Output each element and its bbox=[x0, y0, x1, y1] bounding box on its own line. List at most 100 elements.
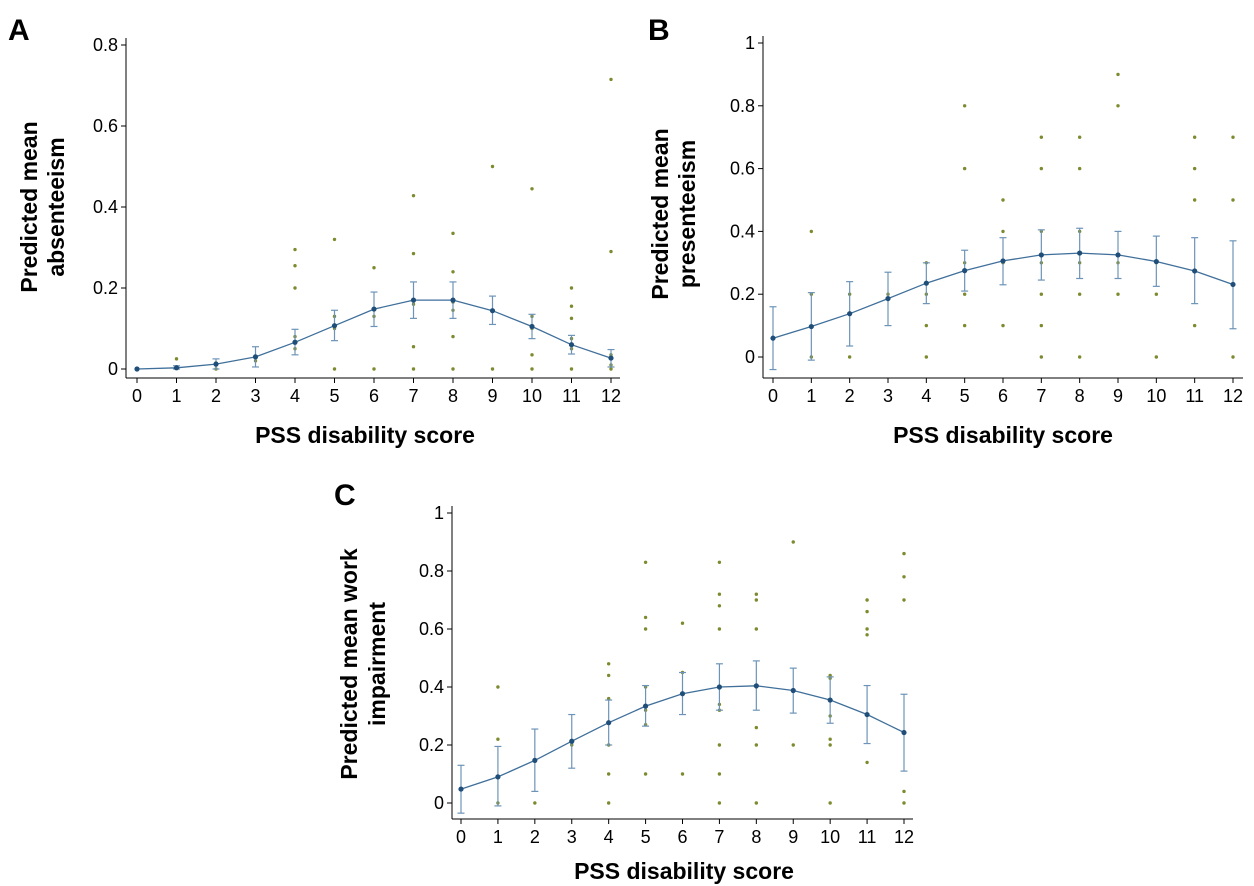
observed-point bbox=[451, 367, 455, 371]
observed-point bbox=[496, 737, 500, 741]
x-tick-label: 4 bbox=[921, 386, 931, 406]
observed-point bbox=[1077, 166, 1082, 171]
observed-point bbox=[1192, 166, 1197, 171]
predicted-marker bbox=[770, 335, 776, 341]
predicted-marker bbox=[450, 297, 456, 303]
plot-area: 00.20.40.60.810 1 2 3 4 5 6 7 8 9 10 11 12 bbox=[419, 503, 914, 847]
observed-point bbox=[569, 316, 574, 321]
x-tick-label: 1 bbox=[493, 827, 503, 847]
predicted-marker bbox=[1153, 258, 1159, 265]
observed-point bbox=[962, 104, 967, 108]
predicted-marker bbox=[134, 366, 140, 372]
observed-point bbox=[606, 772, 611, 776]
observed-point bbox=[1231, 198, 1235, 202]
observed-point bbox=[902, 789, 906, 794]
predicted-marker bbox=[371, 306, 377, 312]
predicted-marker bbox=[532, 757, 538, 763]
observed-point bbox=[1154, 292, 1159, 296]
observed-point bbox=[530, 353, 534, 357]
observed-point bbox=[606, 696, 611, 701]
observed-point bbox=[1231, 135, 1235, 139]
y-axis-title-line-1: Predicted mean work bbox=[336, 548, 362, 780]
observed-point bbox=[609, 77, 613, 82]
predicted-marker bbox=[173, 365, 180, 371]
observed-point bbox=[609, 367, 613, 371]
observed-point bbox=[1192, 198, 1197, 202]
predicted-marker bbox=[489, 308, 496, 314]
predicted-marker bbox=[753, 683, 759, 689]
observed-point bbox=[293, 286, 297, 290]
x-axis-title: PSS disability score bbox=[574, 858, 794, 884]
observed-point bbox=[411, 193, 416, 198]
x-tick-label: 5 bbox=[960, 386, 970, 406]
observed-point bbox=[828, 801, 832, 805]
panel-c: C PSS disability score Predicted mean wo… bbox=[334, 479, 914, 884]
observed-point bbox=[496, 685, 500, 689]
observed-point bbox=[717, 592, 722, 596]
observed-point bbox=[1001, 323, 1005, 328]
observed-point bbox=[332, 367, 337, 371]
predicted-marker bbox=[827, 697, 833, 703]
x-tick-label: 2 bbox=[845, 386, 855, 406]
observed-point bbox=[609, 249, 613, 254]
observed-point bbox=[1039, 323, 1044, 328]
observed-point bbox=[717, 743, 722, 747]
observed-point bbox=[865, 609, 869, 614]
observed-point bbox=[1039, 292, 1044, 296]
observed-point bbox=[791, 743, 795, 747]
panel-letter-b: B bbox=[648, 14, 670, 47]
y-tick-label: 0.4 bbox=[419, 677, 444, 697]
y-tick-label: 0.2 bbox=[93, 278, 118, 298]
observed-point bbox=[643, 627, 648, 631]
y-tick-label: 0 bbox=[434, 793, 444, 813]
observed-point bbox=[828, 737, 832, 741]
observed-point bbox=[865, 633, 869, 637]
observed-point bbox=[1077, 135, 1082, 139]
plot-area: 00.20.40.60.810 1 2 3 4 5 6 7 8 9 10 11 12 bbox=[730, 33, 1243, 406]
predicted-marker bbox=[458, 786, 464, 792]
x-tick-label: 9 bbox=[487, 386, 497, 406]
x-tick-label: 2 bbox=[211, 386, 221, 406]
predicted-marker bbox=[808, 323, 814, 330]
observed-point bbox=[754, 592, 759, 596]
x-tick-label: 8 bbox=[448, 386, 458, 406]
observed-point bbox=[791, 540, 795, 544]
y-tick-label: 1 bbox=[434, 503, 444, 523]
observed-point bbox=[754, 801, 759, 805]
observed-point bbox=[372, 266, 376, 270]
observed-point bbox=[754, 743, 759, 747]
x-tick-label: 7 bbox=[714, 827, 724, 847]
x-tick-label: 4 bbox=[290, 386, 300, 406]
y-tick-label: 0.6 bbox=[419, 619, 444, 639]
predicted-marker bbox=[331, 323, 338, 329]
observed-point bbox=[293, 247, 297, 252]
y-axis-title-line-2: absenteeism bbox=[43, 137, 69, 276]
observed-point bbox=[530, 187, 534, 191]
observed-point bbox=[809, 229, 814, 234]
x-tick-label: 10 bbox=[820, 827, 840, 847]
x-tick-label: 1 bbox=[806, 386, 816, 406]
observed-point bbox=[1231, 355, 1235, 359]
x-axis-title: PSS disability score bbox=[255, 422, 475, 448]
predicted-marker bbox=[864, 711, 870, 718]
x-tick-label: 6 bbox=[998, 386, 1008, 406]
predicted-marker bbox=[213, 361, 219, 367]
observed-point bbox=[865, 760, 869, 765]
predicted-marker bbox=[847, 311, 853, 317]
observed-point bbox=[924, 323, 929, 328]
x-tick-label: 0 bbox=[132, 386, 142, 406]
y-tick-label: 0.6 bbox=[93, 116, 118, 136]
observed-point bbox=[332, 237, 337, 242]
predicted-marker bbox=[1192, 268, 1198, 274]
observed-point bbox=[643, 772, 648, 776]
observed-point bbox=[962, 166, 967, 171]
x-tick-label: 11 bbox=[1185, 386, 1204, 406]
panel-b: B PSS disability score Predicted mean pr… bbox=[647, 14, 1243, 448]
x-tick-label: 9 bbox=[1113, 386, 1123, 406]
predicted-marker bbox=[885, 295, 891, 302]
x-tick-label: 6 bbox=[677, 827, 687, 847]
observed-point bbox=[569, 304, 574, 308]
panel-letter-c: C bbox=[334, 479, 356, 512]
predicted-marker bbox=[1077, 250, 1083, 256]
observed-point bbox=[490, 367, 495, 371]
